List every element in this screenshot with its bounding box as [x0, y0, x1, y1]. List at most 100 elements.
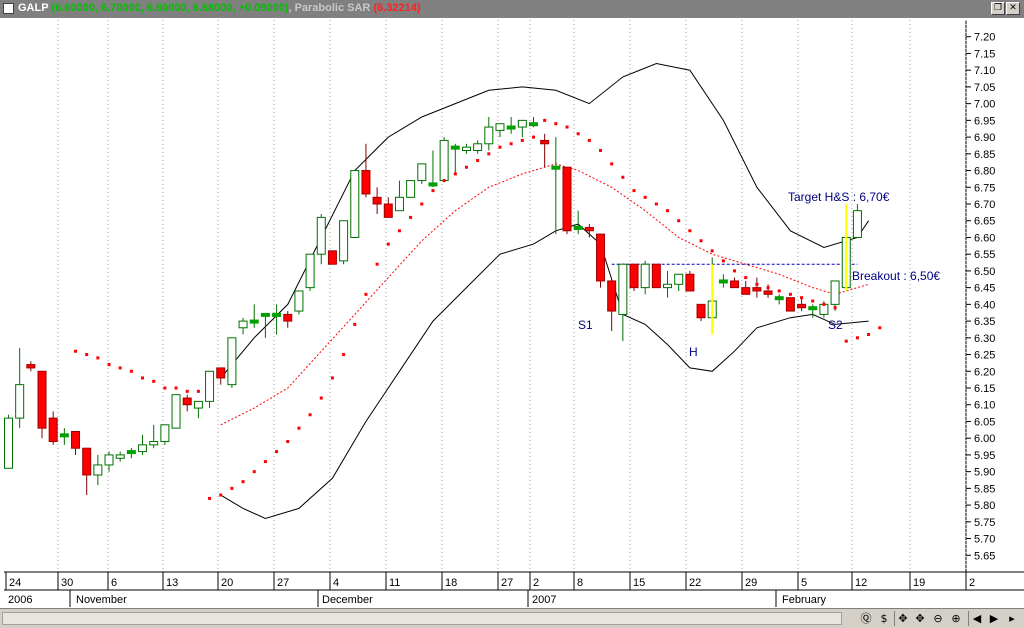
y-tick-label: 6.45 — [974, 283, 995, 295]
sar-dot — [654, 202, 658, 206]
x-tick-label: 11 — [389, 577, 400, 589]
sar-dot — [297, 426, 301, 430]
candle-body — [618, 263, 628, 315]
candle-body — [305, 253, 315, 289]
title-bar: GALP (6.60000, 6.70000, 6.60000, 6.68000… — [0, 0, 1024, 18]
horizontal-scrollbar[interactable] — [2, 612, 842, 625]
sar-dot — [867, 332, 871, 336]
candle-body — [59, 433, 69, 438]
symbol-name: GALP — [18, 2, 49, 14]
candle-body — [238, 320, 248, 329]
sar-dot — [844, 339, 848, 343]
sar-dot — [643, 195, 647, 199]
close-button[interactable]: ✕ — [1006, 2, 1020, 15]
sar-dot — [208, 496, 212, 500]
sar-dot — [855, 336, 859, 340]
sar-dot — [353, 322, 357, 326]
x-tick-label: 22 — [689, 577, 701, 589]
sar-dot — [118, 366, 122, 370]
menu-icon: ▸ — [1009, 612, 1015, 625]
y-tick-label: 6.70 — [974, 199, 995, 211]
x-tick-label: 24 — [9, 577, 21, 589]
y-tick-label: 5.95 — [974, 450, 995, 462]
sar-dot — [487, 152, 491, 156]
y-tick-label: 6.40 — [974, 299, 995, 311]
candle-body — [640, 263, 650, 289]
y-tick-label: 5.80 — [974, 500, 995, 512]
candle-body — [350, 170, 360, 238]
y-tick-label: 7.10 — [974, 65, 995, 77]
zoom-in-button[interactable]: ⊕ — [948, 611, 964, 626]
sar-dot — [152, 379, 156, 383]
candle-body — [752, 287, 762, 292]
sar-dot — [699, 239, 703, 243]
restore-button[interactable]: ❐ — [991, 2, 1005, 15]
candle-body — [26, 364, 36, 369]
y-tick-label: 6.10 — [974, 400, 995, 412]
candle-body — [104, 454, 114, 466]
sar-dot — [688, 229, 692, 233]
status-toolbar: Ⓠ $ ✥ ✥ ⊖ ⊕ ◀ ▶ ▸ — [0, 608, 1024, 628]
candle-body — [607, 280, 617, 312]
candle-body — [361, 170, 371, 195]
candle-body — [216, 367, 226, 379]
sar-dot — [241, 480, 245, 484]
candle-body — [596, 233, 606, 282]
scroll-left-icon: ◀ — [972, 612, 982, 625]
y-tick-label: 7.15 — [974, 48, 995, 60]
x-tick-label: 2 — [533, 577, 539, 589]
menu-button[interactable]: ▸ — [1004, 611, 1020, 626]
candle-body — [819, 303, 829, 315]
sar-dot — [275, 450, 279, 454]
sar-dot — [554, 122, 558, 126]
candle-body — [551, 165, 561, 170]
candle-body — [730, 280, 740, 289]
scroll-left-button[interactable]: ◀ — [968, 611, 985, 626]
sar-dot — [330, 376, 334, 380]
sar-dot — [509, 142, 513, 146]
candle-body — [160, 424, 170, 443]
candle-body — [272, 312, 282, 317]
sar-dot — [375, 262, 379, 266]
move-button[interactable]: ✥ — [912, 611, 928, 626]
candle-body — [562, 166, 572, 232]
indicator-value: (6.32214) — [373, 2, 421, 14]
sar-dot — [599, 148, 603, 152]
sar-dot — [498, 145, 502, 149]
x-tick-label: 27 — [501, 577, 513, 589]
candle-body — [428, 182, 438, 187]
restore-icon: ❐ — [993, 3, 1003, 13]
scroll-right-button[interactable]: ▶ — [986, 611, 1002, 626]
sar-dot — [364, 292, 368, 296]
sar-dot — [811, 299, 815, 303]
zoom-out-button[interactable]: ⊖ — [930, 611, 946, 626]
head-label: H — [689, 345, 698, 359]
sar-dot — [766, 286, 770, 290]
y-tick-label: 6.55 — [974, 249, 995, 261]
sar-dot — [96, 356, 100, 360]
x-tick-label: 5 — [801, 577, 807, 589]
candle-body — [417, 163, 427, 182]
sar-dot — [788, 292, 792, 296]
candle-body — [149, 441, 159, 446]
sar-dot — [420, 202, 424, 206]
cross-scroll-button[interactable]: ✥ — [894, 611, 911, 626]
x-tick-label: 2 — [969, 577, 975, 589]
candle-body — [260, 312, 270, 317]
sar-dot — [833, 306, 837, 310]
sar-dot — [878, 326, 882, 330]
zoom-button[interactable]: Ⓠ — [858, 611, 874, 626]
candle-body — [294, 290, 304, 312]
candle-body — [283, 313, 293, 322]
candle-body — [528, 122, 538, 127]
sar-dot — [621, 175, 625, 179]
sar-dot — [409, 215, 413, 219]
sar-dot — [163, 386, 167, 390]
sar-dot — [755, 282, 759, 286]
candle-body — [383, 203, 393, 218]
candle-body — [82, 447, 92, 476]
dollar-button[interactable]: $ — [876, 611, 892, 626]
sar-dot — [174, 386, 178, 390]
y-tick-label: 6.65 — [974, 216, 995, 228]
